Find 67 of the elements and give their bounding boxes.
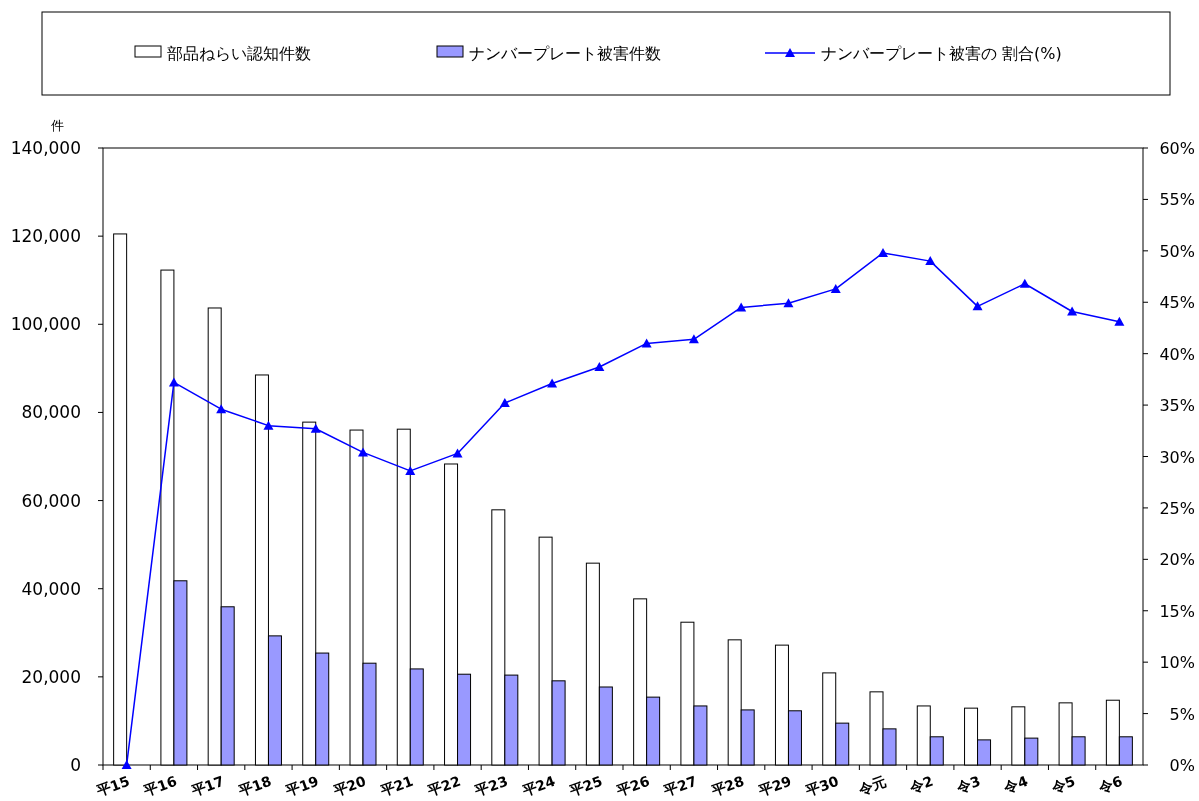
- x-tick-label: 平21: [377, 772, 416, 800]
- y2-tick-label: 50%: [1159, 241, 1195, 261]
- x-tick-label: 平29: [755, 772, 794, 800]
- point: [594, 362, 605, 372]
- x-tick-label: 平19: [282, 772, 321, 800]
- point: [310, 423, 321, 433]
- y-tick-label: 40,000: [21, 578, 81, 599]
- point: [1114, 316, 1125, 326]
- y2-tick-label: 15%: [1159, 601, 1195, 621]
- point: [830, 283, 841, 293]
- point: [1067, 306, 1078, 316]
- y2-tick-label: 55%: [1159, 190, 1195, 210]
- y-tick-label: 100,000: [10, 314, 81, 335]
- point: [263, 420, 274, 430]
- y-tick-label: 120,000: [10, 226, 81, 247]
- point: [121, 760, 132, 769]
- x-tick-label: 令6: [1095, 772, 1125, 797]
- x-tick-label: 令4: [1001, 772, 1031, 797]
- y2-tick-label: 35%: [1159, 396, 1195, 416]
- x-tick-label: 平22: [424, 772, 463, 800]
- legend-label: ナンバープレート被害件数: [469, 44, 661, 63]
- point: [783, 298, 794, 308]
- x-tick-label: 平30: [802, 772, 841, 800]
- x-tick-label: 平25: [566, 772, 605, 800]
- point: [216, 404, 227, 414]
- x-tick-label: 平26: [613, 772, 652, 800]
- point: [452, 448, 463, 458]
- x-tick-label: 平16: [141, 772, 179, 800]
- legend-label: 部品ねらい認知件数: [167, 44, 311, 63]
- x-tick-label: 令5: [1048, 772, 1078, 797]
- y2-tick-label: 45%: [1159, 293, 1195, 313]
- point: [405, 465, 416, 475]
- y-tick-label: 140,000: [10, 138, 81, 158]
- point: [878, 247, 888, 257]
- x-tick-label: 平27: [661, 772, 699, 800]
- x-tick-label: 平28: [708, 772, 747, 800]
- point: [499, 398, 510, 408]
- point: [736, 302, 747, 312]
- y2-tick-label: 10%: [1159, 653, 1195, 673]
- y-tick-label: 80,000: [21, 402, 81, 423]
- x-tick-label: 平20: [330, 772, 369, 800]
- x-tick-label: 令元: [855, 772, 889, 798]
- point: [925, 256, 936, 266]
- y-axis-title: 件: [50, 118, 64, 133]
- y-tick-label: 0: [70, 755, 81, 775]
- y2-tick-label: 0%: [1169, 756, 1195, 775]
- x-tick-label: 平23: [471, 772, 510, 800]
- point: [641, 338, 652, 348]
- point: [358, 447, 368, 457]
- y2-tick-label: 60%: [1159, 139, 1195, 158]
- point: [972, 301, 983, 311]
- y2-tick-label: 25%: [1159, 498, 1195, 518]
- point: [1019, 278, 1030, 288]
- y2-tick-label: 40%: [1159, 344, 1195, 364]
- y-tick-label: 60,000: [21, 490, 81, 511]
- y2-tick-label: 20%: [1159, 550, 1195, 570]
- y2-tick-label: 5%: [1169, 704, 1195, 724]
- x-tick-label: 平24: [519, 772, 558, 800]
- y2-tick-label: 30%: [1159, 447, 1195, 467]
- x-tick-label: 平15: [93, 772, 132, 800]
- y-tick-label: 20,000: [21, 666, 81, 687]
- legend-label: ナンバープレート被害の 割合(%): [821, 44, 1062, 63]
- x-tick-label: 平17: [188, 772, 227, 800]
- x-tick-label: 令2: [906, 772, 936, 797]
- x-tick-label: 令3: [953, 772, 983, 797]
- point: [688, 334, 699, 344]
- x-tick-label: 平18: [235, 772, 274, 800]
